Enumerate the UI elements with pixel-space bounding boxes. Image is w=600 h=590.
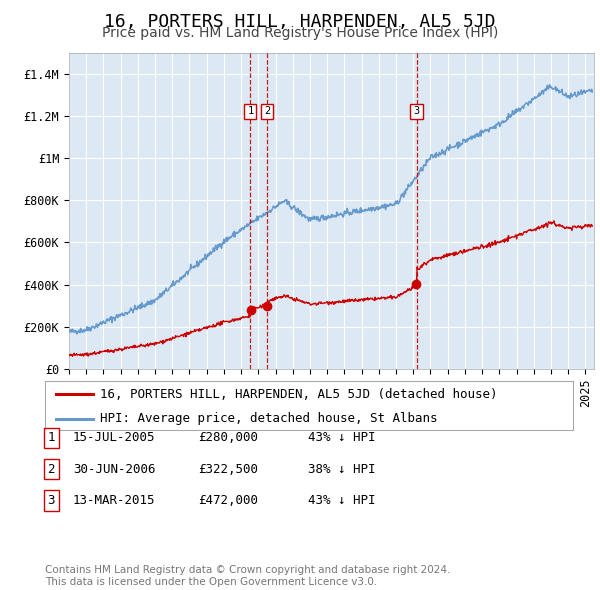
Text: 16, PORTERS HILL, HARPENDEN, AL5 5JD (detached house): 16, PORTERS HILL, HARPENDEN, AL5 5JD (de… [100, 388, 498, 401]
Text: £472,000: £472,000 [198, 494, 258, 507]
Text: 2: 2 [47, 463, 55, 476]
Text: £280,000: £280,000 [198, 431, 258, 444]
Text: 43% ↓ HPI: 43% ↓ HPI [308, 431, 376, 444]
Text: 15-JUL-2005: 15-JUL-2005 [73, 431, 155, 444]
Text: 3: 3 [413, 107, 419, 116]
Text: HPI: Average price, detached house, St Albans: HPI: Average price, detached house, St A… [100, 412, 438, 425]
Text: 30-JUN-2006: 30-JUN-2006 [73, 463, 155, 476]
Text: £322,500: £322,500 [198, 463, 258, 476]
Text: 1: 1 [247, 107, 254, 116]
Text: 3: 3 [47, 494, 55, 507]
Text: 2: 2 [264, 107, 270, 116]
Text: Price paid vs. HM Land Registry's House Price Index (HPI): Price paid vs. HM Land Registry's House … [102, 26, 498, 40]
Text: 38% ↓ HPI: 38% ↓ HPI [308, 463, 376, 476]
Text: 1: 1 [47, 431, 55, 444]
Text: 16, PORTERS HILL, HARPENDEN, AL5 5JD: 16, PORTERS HILL, HARPENDEN, AL5 5JD [104, 13, 496, 31]
Text: 13-MAR-2015: 13-MAR-2015 [73, 494, 155, 507]
Text: Contains HM Land Registry data © Crown copyright and database right 2024.
This d: Contains HM Land Registry data © Crown c… [45, 565, 451, 587]
Text: 43% ↓ HPI: 43% ↓ HPI [308, 494, 376, 507]
